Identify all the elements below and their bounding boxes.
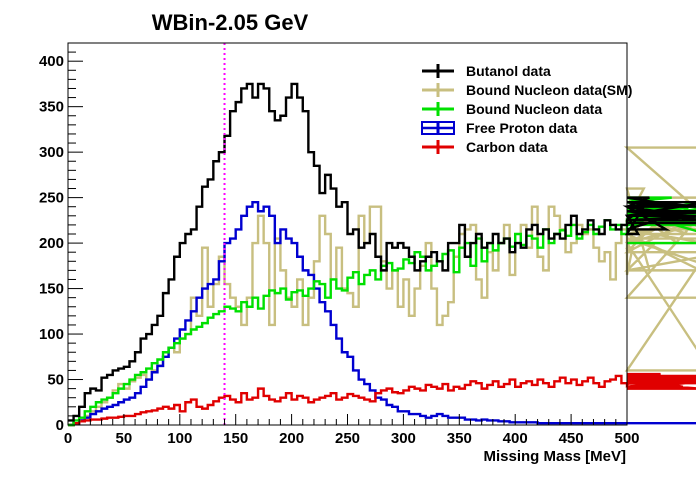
legend-entry: Bound Nucleon data(SM) xyxy=(422,82,632,98)
x-tick-label: 200 xyxy=(279,430,304,447)
y-tick-label: 200 xyxy=(39,235,64,252)
legend-label: Free Proton data xyxy=(466,120,577,136)
x-tick-label: 250 xyxy=(335,430,360,447)
legend: Butanol data Bound Nucleon data(SM) Bound … xyxy=(421,63,632,155)
x-tick-label: 50 xyxy=(116,430,133,447)
axes: 0 50 100 150 200 250 300 350 400 450 500 0 50 100 150 2… xyxy=(39,42,640,447)
y-tick-label: 50 xyxy=(47,372,64,389)
series-butanol-data xyxy=(68,82,696,422)
x-tick-label: 400 xyxy=(503,430,528,447)
x-tick-label: 100 xyxy=(167,430,192,447)
legend-label: Butanol data xyxy=(466,63,551,79)
legend-label: Carbon data xyxy=(466,139,548,155)
x-axis-label: Missing Mass [MeV] xyxy=(483,448,626,465)
y-tick-label: 250 xyxy=(39,190,64,207)
series-carbon-data xyxy=(68,372,696,427)
series-bound-nucleon-data-sm xyxy=(68,146,696,427)
x-tick-label: 500 xyxy=(614,430,639,447)
y-tick-label: 100 xyxy=(39,326,64,343)
x-tick-label: 300 xyxy=(391,430,416,447)
legend-entry: Free Proton data xyxy=(421,120,577,136)
y-tick-label: 400 xyxy=(39,53,64,70)
y-tick-label: 0 xyxy=(56,417,64,434)
legend-entry: Butanol data xyxy=(422,63,551,79)
y-tick-label: 350 xyxy=(39,99,64,116)
legend-label: Bound Nucleon data xyxy=(466,101,602,117)
y-tick-label: 150 xyxy=(39,281,64,298)
x-tick-label: 150 xyxy=(223,430,248,447)
x-tick-label: 450 xyxy=(559,430,584,447)
chart-title: WBin-2.05 GeV xyxy=(152,10,309,35)
legend-entry: Bound Nucleon data xyxy=(422,101,602,117)
legend-entry: Carbon data xyxy=(422,139,548,155)
legend-label: Bound Nucleon data(SM) xyxy=(466,82,632,98)
x-tick-label: 350 xyxy=(447,430,472,447)
y-tick-label: 300 xyxy=(39,144,64,161)
x-tick-label: 0 xyxy=(64,430,72,447)
